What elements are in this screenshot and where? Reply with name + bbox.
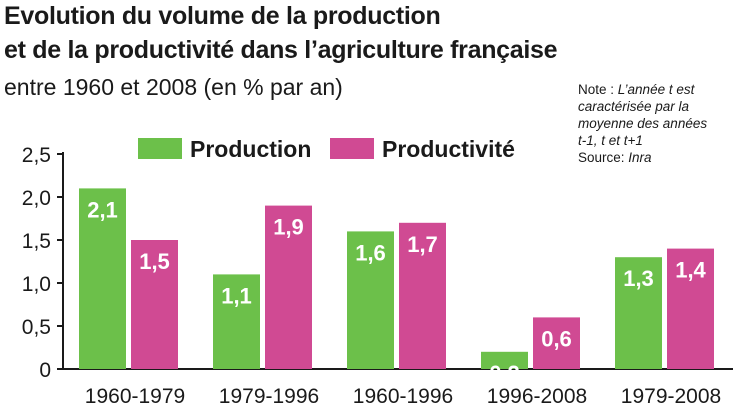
data-label: 1,7 (407, 232, 438, 257)
bar-production (79, 188, 126, 369)
chart-title-line-2: et de la productivité dans l’agriculture… (4, 36, 558, 64)
y-tick-label: 2,0 (22, 187, 51, 210)
y-tick-label: 0 (39, 359, 51, 382)
data-label: 1,5 (139, 249, 170, 274)
bar-productivité (533, 317, 580, 369)
bar-production (213, 274, 260, 369)
legend-label: Productivité (382, 136, 515, 162)
legend-swatch (330, 138, 374, 159)
legend-label: Production (190, 136, 311, 162)
chart-subtitle: entre 1960 et 2008 (en % par an) (4, 74, 343, 100)
bar-production (615, 257, 662, 369)
note-text-4: t-1, t et t+1 (578, 133, 643, 148)
x-tick-label: 1960-1979 (85, 385, 185, 408)
data-label: 0,6 (541, 326, 572, 351)
legend-swatch (138, 138, 182, 159)
x-tick-label: 1996-2008 (487, 385, 587, 408)
data-label: 1,3 (623, 266, 654, 291)
bar-production (347, 231, 394, 369)
source-label: Source: (578, 150, 629, 165)
x-tick-label: 1979-2008 (621, 385, 721, 408)
data-label: 1,9 (273, 215, 304, 240)
data-label: 1,1 (221, 283, 252, 308)
note-text-1: L’année t est (617, 82, 695, 97)
bar-production (481, 351, 528, 369)
bar-productivité (131, 240, 178, 369)
bar-productivité (265, 205, 312, 369)
x-tick-label: 1979-1996 (219, 385, 319, 408)
data-label: 2,1 (87, 197, 118, 222)
note-text-2: caractérisée par la (578, 99, 690, 114)
y-tick-label: 1,5 (22, 230, 51, 253)
note-line-1: Note : L’année t est (578, 81, 707, 98)
chart-title-line-1: Evolution du volume de la production (4, 2, 441, 30)
data-label: 1,6 (355, 240, 386, 265)
bar-productivité (667, 248, 714, 369)
y-tick-label: 0,5 (22, 316, 51, 339)
note-label: Note : (578, 82, 618, 97)
bar-productivité (399, 222, 446, 369)
y-tick-label: 2,5 (22, 144, 51, 167)
note-block: Note : L’année t est caractérisée par la… (578, 81, 707, 166)
note-text-3: moyenne des années (578, 116, 708, 131)
y-tick-label: 1,0 (22, 273, 51, 296)
source-line: Source: Inra (578, 149, 707, 166)
x-tick-label: 1960-1996 (353, 385, 453, 408)
source-value: Inra (628, 150, 652, 165)
data-label: 0,2 (489, 361, 520, 386)
data-label: 1,4 (675, 258, 706, 283)
